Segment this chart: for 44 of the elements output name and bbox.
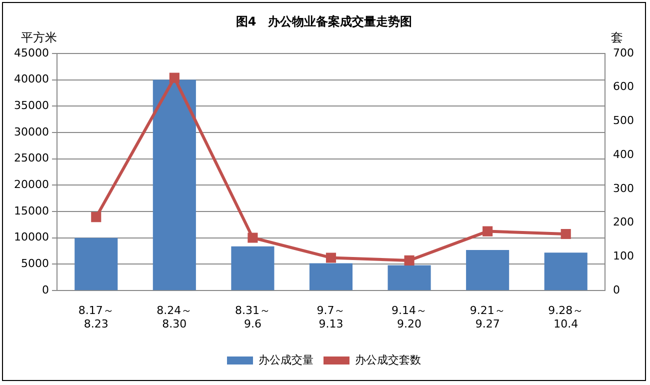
y-axis-title: 平方米 xyxy=(21,30,57,45)
x-tick-label: 9.7～ 9.13 xyxy=(316,304,346,330)
point xyxy=(404,255,414,266)
y-tick-label: 40000 xyxy=(14,72,49,86)
y2-tick-label: 600 xyxy=(613,80,634,94)
y-tick-label: 20000 xyxy=(14,178,49,192)
y2-tick-label: 0 xyxy=(613,283,620,296)
y-tick-label: 0 xyxy=(42,283,49,296)
point xyxy=(326,252,336,263)
y2-tick-label: 500 xyxy=(613,114,634,128)
bar xyxy=(544,252,588,290)
bar xyxy=(231,246,274,290)
legend-label: 办公成交套数 xyxy=(355,353,421,366)
x-tick-label: 8.24～ 8.30 xyxy=(156,304,192,330)
point xyxy=(560,228,571,240)
y2-tick-label: 100 xyxy=(613,250,634,263)
y-tick-label: 45000 xyxy=(14,46,49,60)
y2-tick-label: 400 xyxy=(613,148,634,161)
point xyxy=(248,232,258,243)
bar xyxy=(466,250,510,290)
legend-label: 办公成交量 xyxy=(258,353,314,366)
y-tick-label: 35000 xyxy=(14,98,49,112)
chart-title: 图4 办公物业备案成交量走势图 xyxy=(236,14,412,28)
x-tick-label: 9.28～ 10.4 xyxy=(548,304,584,330)
y-tick-label: 25000 xyxy=(14,152,49,165)
point xyxy=(482,226,493,236)
y2-axis-title: 套 xyxy=(611,30,623,45)
y2-tick-label: 300 xyxy=(613,182,634,195)
point xyxy=(91,212,102,222)
bar xyxy=(152,80,196,290)
x-tick-label: 8.31～ 9.6 xyxy=(234,304,270,330)
x-tick-label: 9.21～ 9.27 xyxy=(470,304,506,330)
y2-tick-label: 200 xyxy=(613,216,634,229)
bar xyxy=(309,263,353,290)
bar xyxy=(388,265,431,290)
bar xyxy=(74,238,118,290)
y-tick-label: 5000 xyxy=(20,257,49,270)
y-tick-label: 10000 xyxy=(14,230,49,244)
point xyxy=(169,72,180,83)
x-tick-label: 9.14～ 9.20 xyxy=(392,304,428,330)
y-tick-label: 15000 xyxy=(14,204,49,218)
y2-tick-label: 700 xyxy=(613,46,634,60)
x-tick-label: 8.17～ 8.23 xyxy=(78,304,114,330)
y-tick-label: 30000 xyxy=(14,125,49,138)
